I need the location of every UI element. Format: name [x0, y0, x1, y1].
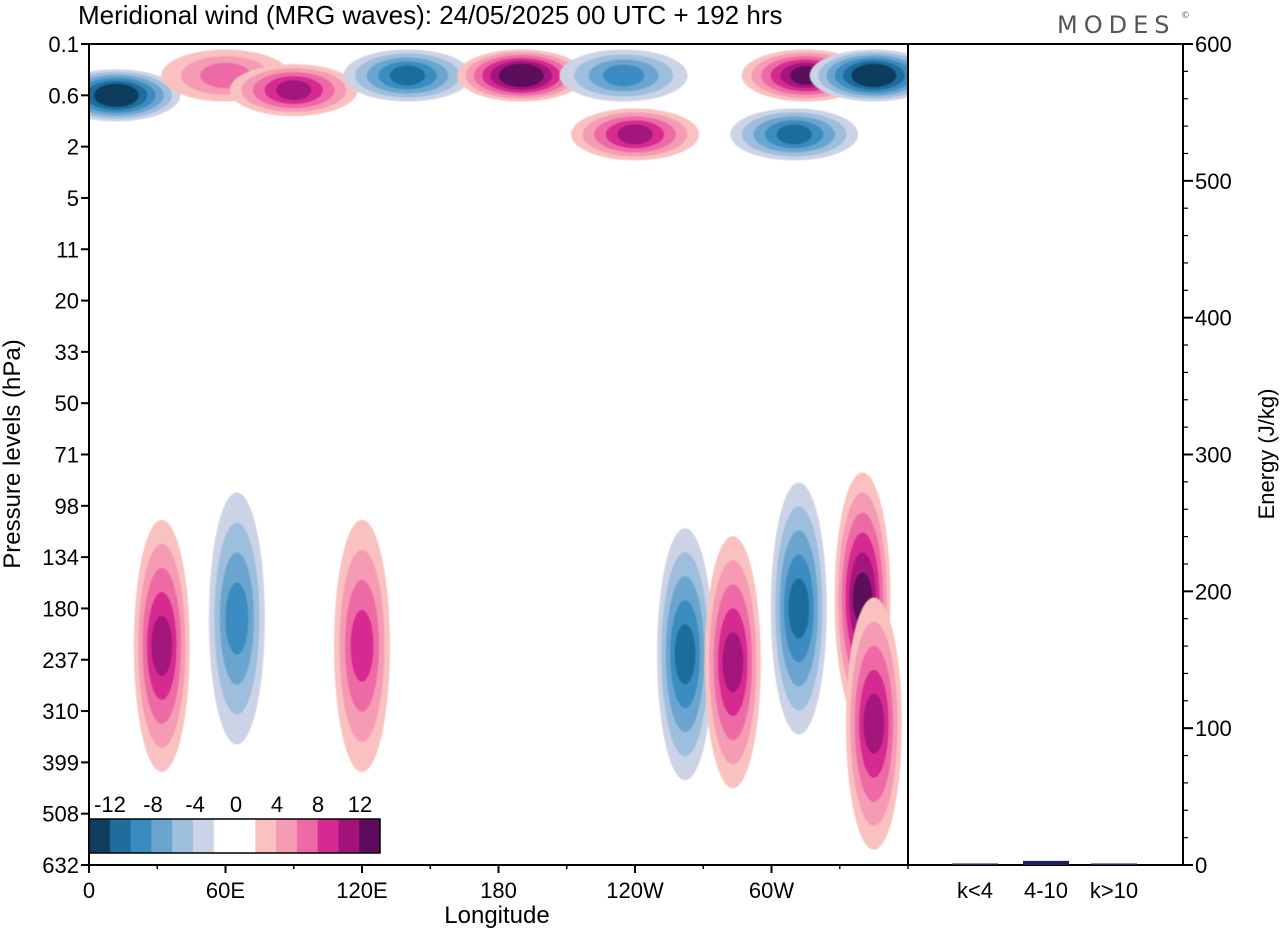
energy-axis: 0 100 200 300 400 500 600 — [1183, 32, 1232, 878]
longitude-tick-label: 60W — [749, 878, 794, 903]
pressure-tick-label: 71 — [55, 443, 79, 468]
colorbar-label: 4 — [271, 792, 283, 817]
colorbar-label: 0 — [230, 792, 242, 817]
pressure-axis: 0.1 0.6 2 5 11 20 33 50 71 98 134 180 237 310 399 508 63… — [42, 32, 89, 878]
contour-band — [276, 80, 312, 101]
energy-tick-label: 0 — [1195, 853, 1207, 878]
contour-band — [506, 66, 536, 85]
energy-tick-label: 600 — [1195, 32, 1232, 57]
contour-band — [225, 582, 249, 655]
energy-category-label: 4-10 — [1024, 878, 1068, 903]
colorbar-label: -4 — [185, 792, 205, 817]
energy-panel-frame — [907, 43, 1184, 866]
pressure-tick-label: 5 — [67, 186, 79, 211]
logo-copyright-mark: © — [1181, 11, 1190, 21]
pressure-tick-label: 180 — [42, 596, 79, 621]
contour-field — [89, 49, 908, 850]
contour-band — [674, 624, 696, 685]
colorbar-frame — [88, 818, 381, 854]
colorbar-label: -8 — [143, 792, 163, 817]
colorbar-swatch — [213, 819, 235, 853]
energy-bar — [1023, 860, 1069, 865]
colorbar-swatch — [296, 819, 319, 853]
chart-title: Meridional wind (MRG waves): 24/05/2025 … — [78, 0, 783, 30]
pressure-tick-label: 20 — [55, 289, 79, 314]
contour-band — [151, 615, 173, 676]
contour-band — [788, 578, 810, 639]
pressure-tick-label: 2 — [67, 135, 79, 160]
colorbar-swatch — [359, 819, 381, 853]
colorbar-swatch — [172, 819, 194, 853]
colorbar-label: 12 — [348, 792, 372, 817]
longitude-tick-label: 120E — [336, 878, 387, 903]
contour-band — [863, 693, 885, 754]
pressure-tick-label: 50 — [55, 391, 79, 416]
modes-logo: MODES — [1057, 11, 1175, 39]
plot-area-frame — [88, 43, 909, 866]
colorbar-swatch — [89, 819, 111, 853]
pressure-tick-label: 11 — [56, 237, 79, 262]
colorbar: -12 -8 -4 0 4 8 12 — [88, 792, 381, 854]
pressure-tick-label: 134 — [42, 545, 79, 570]
energy-category-label: k<4 — [957, 878, 993, 903]
colorbar-swatch — [234, 819, 256, 853]
x-axis-label: Longitude — [444, 902, 549, 929]
colorbar-swatch — [276, 819, 298, 853]
contour-band — [350, 609, 374, 682]
colorbar-swatch — [317, 819, 339, 853]
pressure-tick-label: 0.1 — [48, 32, 79, 57]
colorbar-swatch — [109, 819, 132, 853]
pressure-tick-label: 508 — [42, 802, 79, 827]
pressure-tick-label: 399 — [42, 750, 79, 775]
longitude-tick-label: 0 — [83, 878, 95, 903]
longitude-tick-label: 60E — [206, 878, 245, 903]
longitude-tick-label: 120W — [606, 878, 664, 903]
pressure-tick-label: 0.6 — [48, 83, 79, 108]
energy-tick-label: 100 — [1195, 716, 1232, 741]
pressure-tick-label: 310 — [42, 699, 79, 724]
pressure-tick-label: 237 — [42, 648, 79, 673]
contour-band — [722, 632, 744, 693]
y-axis-label: Pressure levels (hPa) — [0, 339, 26, 568]
energy-bar — [1091, 863, 1137, 865]
colorbar-label: 8 — [312, 792, 324, 817]
energy-bars: k<4 4-10 k>10 — [952, 860, 1138, 903]
energy-axis-label: Energy (J/kg) — [1254, 389, 1279, 520]
pressure-tick-label: 632 — [42, 853, 79, 878]
contour-band — [389, 65, 426, 86]
colorbar-swatch — [192, 819, 215, 853]
contour-band — [603, 64, 645, 87]
longitude-axis: 0 60E 120E 180 120W 60W — [83, 865, 909, 903]
contour-band — [102, 86, 131, 105]
contour-band — [617, 124, 653, 145]
energy-category-label: k>10 — [1090, 878, 1138, 903]
energy-bar — [952, 863, 998, 865]
colorbar-swatch — [151, 819, 173, 853]
pressure-tick-label: 98 — [55, 494, 79, 519]
contour-band — [859, 66, 889, 85]
colorbar-swatch — [338, 819, 360, 853]
colorbar-swatch — [255, 819, 277, 853]
colorbar-swatch — [130, 819, 152, 853]
energy-tick-label: 200 — [1195, 579, 1232, 604]
energy-tick-label: 400 — [1195, 306, 1232, 331]
energy-tick-label: 300 — [1195, 443, 1232, 468]
energy-tick-label: 500 — [1195, 169, 1232, 194]
colorbar-label: -12 — [94, 792, 126, 817]
pressure-tick-label: 33 — [55, 340, 79, 365]
contour-band — [776, 124, 812, 145]
longitude-tick-label: 180 — [480, 878, 517, 903]
